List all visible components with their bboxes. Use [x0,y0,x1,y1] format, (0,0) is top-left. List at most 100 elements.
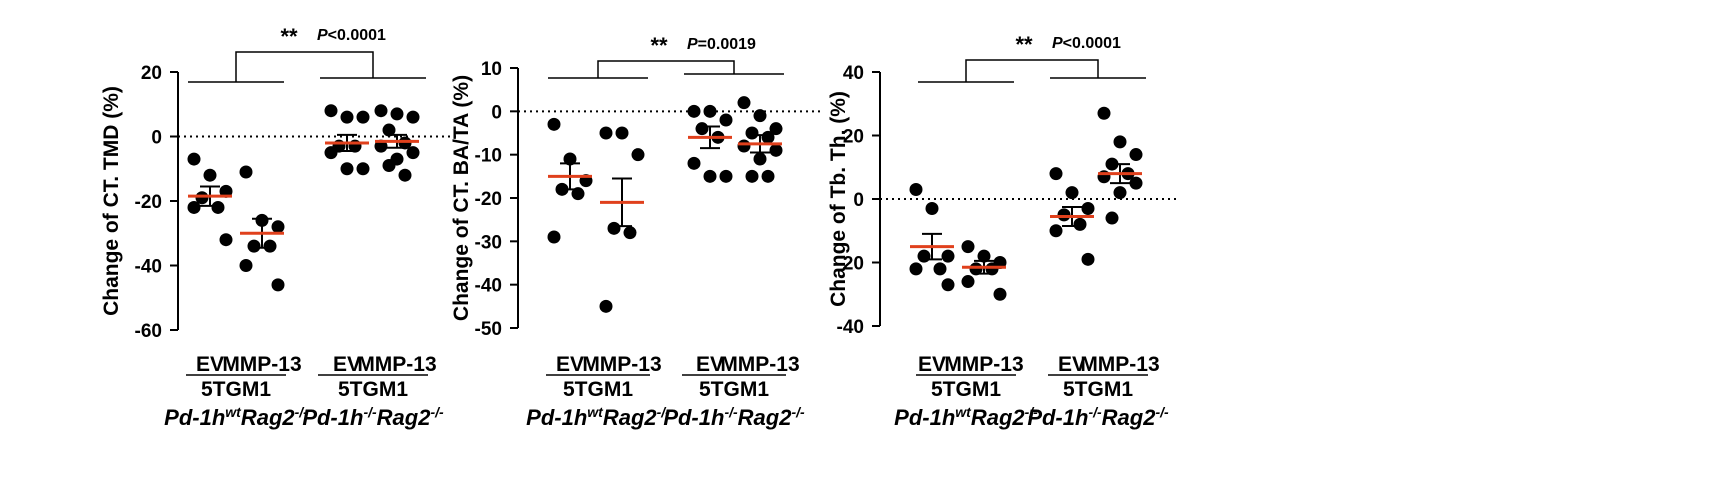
panel3-point [909,262,923,276]
panel2-point [607,221,621,235]
panel2-point [703,104,717,118]
panel3-point [1081,202,1095,216]
panel1-point [374,104,388,118]
panel3-y-tick-label: -40 [837,317,864,338]
panel2-point [687,156,701,170]
panel3-point [1049,224,1063,238]
panel1-y-tick-label: 20 [141,63,162,84]
panel3-point [1057,208,1071,222]
panel1-point [356,162,370,176]
panel1-point [239,165,253,179]
panel3-category-label: EV [918,353,946,376]
panel2-p-value: P=0.0019 [687,36,756,53]
panel2-point [745,126,759,140]
panel1-sig-stars: ** [280,24,298,49]
panel2-point [719,113,733,127]
panel2-group-line2: Pd-1h-/-Rag2-/- [663,404,805,430]
panel1-group-line1: 5TGM1 [201,378,271,401]
panel3-point [941,278,955,292]
panel3-point [1105,211,1119,225]
panel3-point [917,249,931,263]
panel2-y-tick-label: -20 [475,189,502,210]
panel1-point [239,259,253,272]
panel2-category-label: MMP-13 [582,353,661,376]
panel1-point [340,110,354,124]
panel2-y-tick-label: -50 [475,319,502,340]
panel1-point [406,110,420,124]
panel3-point [1081,252,1095,266]
panel3-category-label: EV [1058,353,1086,376]
panel2-y-tick-label: -40 [475,276,502,297]
panel3-point [969,262,983,276]
panel2-y-axis-label: Change of CT. BA/TA (%) [450,75,473,321]
panel2-point [745,169,759,183]
panel3-point [1097,106,1111,120]
panel3-group-line2: Pd-1hwtRag2-/- [894,404,1038,430]
panel2-y-tick-label: 10 [481,59,502,80]
panel1-category-label: EV [196,353,224,376]
panel3-group-line1: 5TGM1 [931,378,1001,401]
panel1-point [219,184,233,198]
panel2-point [599,126,613,140]
panel3-y-axis-label: Change of Tb. Th. (%) [827,91,850,307]
panel2-point [761,130,775,144]
panel1-point [263,239,277,253]
panel2-point [599,299,613,313]
panel3-p-value: P<0.0001 [1052,35,1121,52]
panel2-group-line1: 5TGM1 [563,378,633,401]
panel2-point [623,226,637,240]
panel2-category-label: EV [696,353,724,376]
panel2-point [753,109,767,123]
panel2-point [695,122,709,136]
panel3-point [1129,176,1143,190]
panel3-point [1049,167,1063,181]
panel3-point [993,287,1007,301]
panel2-point [547,230,561,244]
panel1-y-tick-label: -20 [135,192,162,213]
panel1-point [382,159,396,173]
panel3-point [961,240,975,254]
panel2-point [753,152,767,166]
panel3-point [1113,135,1127,149]
panel1-group-line1: 5TGM1 [338,378,408,401]
panel2-y-tick-label: -30 [475,232,502,253]
panel2-point [563,152,577,166]
panel3-group-line2: Pd-1h-/-Rag2-/- [1027,404,1169,430]
panel2-point [737,96,751,110]
panel3-y-tick-label: 40 [843,63,864,84]
panel3-point [961,275,975,289]
panel3-category-label: MMP-13 [944,353,1023,376]
panel3-point [925,202,939,216]
panel1-point [324,104,338,118]
panel3-bracket-top [965,59,1099,82]
panel1-point [398,168,412,182]
panel2-point [737,139,751,153]
panel1-point [324,146,338,160]
panel3-point [985,262,999,276]
panel1-y-tick-label: -40 [135,257,162,278]
panel2-point [571,187,585,201]
panel3-y-tick-label: 20 [843,127,864,148]
panel1-point [271,278,285,292]
panel1-category-label: MMP-13 [222,353,301,376]
panel2-point [769,143,783,157]
panel1-y-tick-label: 0 [151,128,162,149]
panel1-group-line2: Pd-1h-/-Rag2-/- [302,404,444,430]
panel1-y-axis-label: Change of CT. TMD (%) [100,86,123,316]
panel3-sig-stars: ** [1015,32,1033,57]
panel2-point [615,126,629,140]
panel2-point [687,104,701,118]
panel1-point [187,200,201,214]
panel3-point [1065,186,1079,200]
panel2-point [631,148,645,162]
panel2-point [761,169,775,183]
panel1-point [219,233,233,247]
panel1-point [382,123,396,137]
panel1-point [390,107,404,121]
panel1-point [398,136,412,150]
panel2-point [719,169,733,183]
panel2-point [547,117,561,131]
panel1-point [195,191,209,205]
panel1-point [203,168,217,182]
